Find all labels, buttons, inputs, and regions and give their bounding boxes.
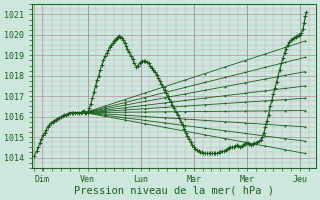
X-axis label: Pression niveau de la mer( hPa ): Pression niveau de la mer( hPa ) (74, 186, 274, 196)
